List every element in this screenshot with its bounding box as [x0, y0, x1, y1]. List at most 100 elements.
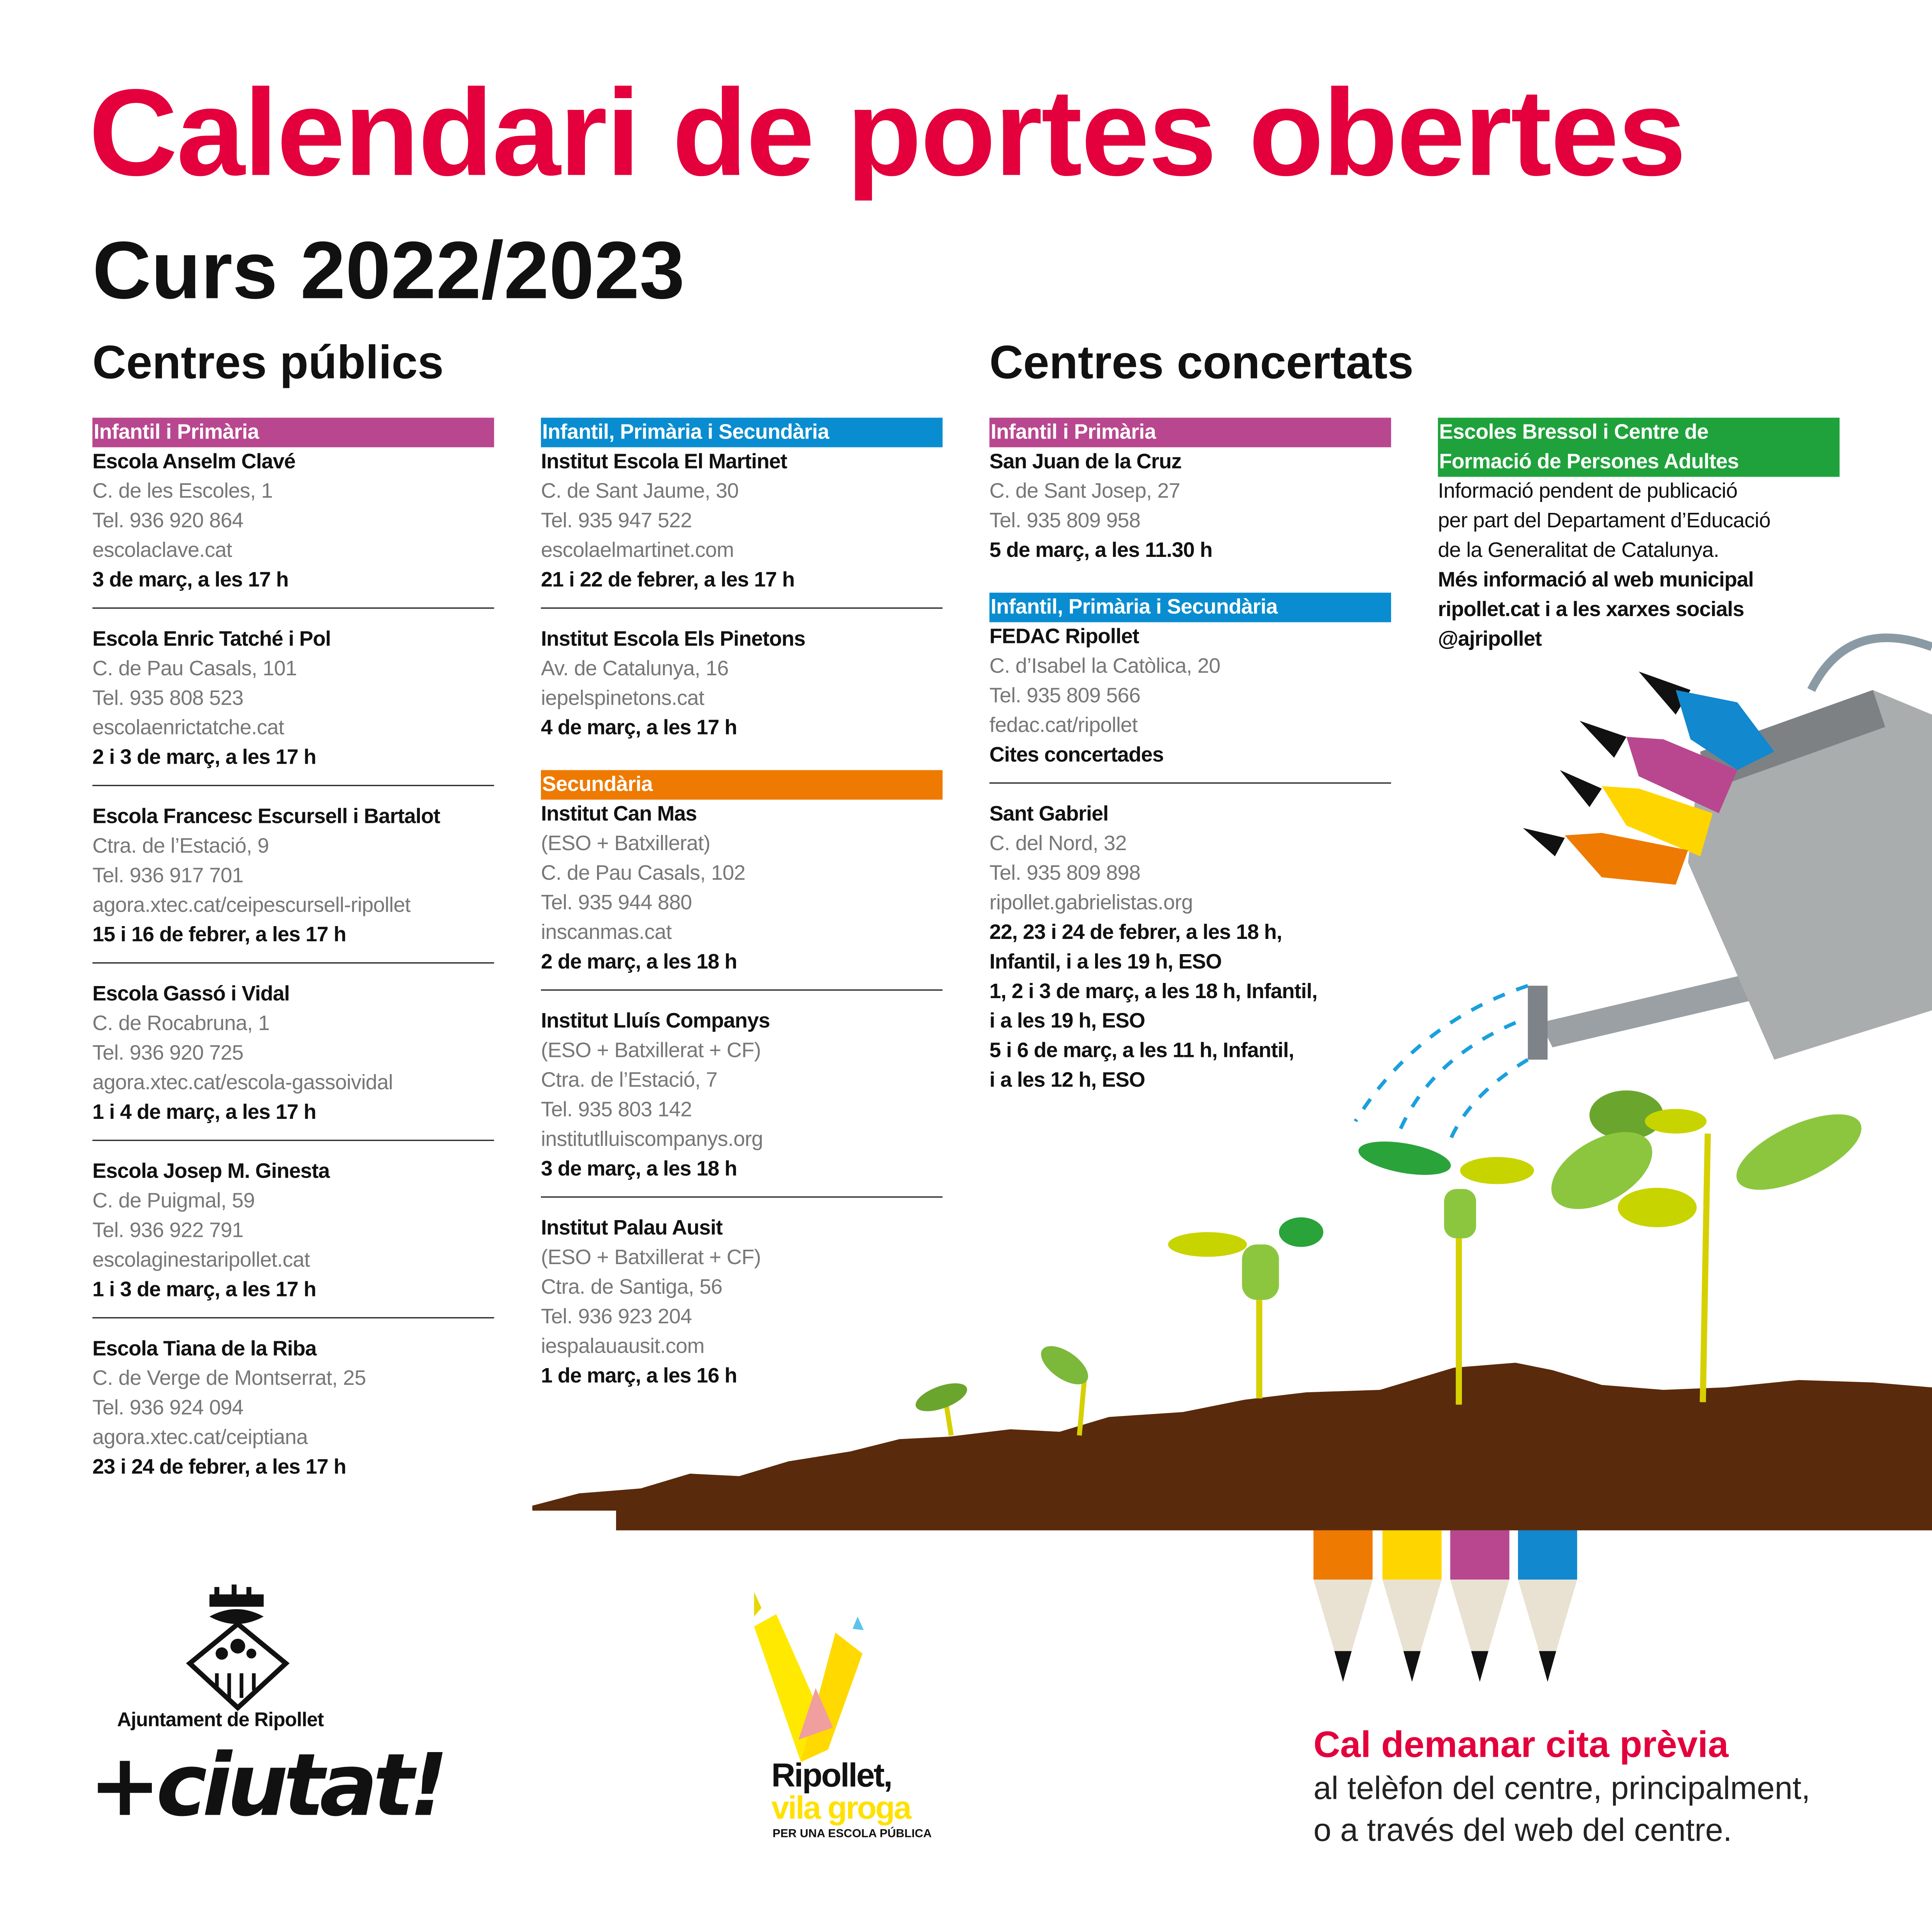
appointment-notice-line: al telèfon del centre, principalment, — [1313, 1769, 1810, 1807]
school-info: Tel. 935 947 522 — [541, 509, 692, 532]
section-group: Infantil, Primària i Secundària Institut … — [541, 417, 943, 743]
school-info: Tel. 935 803 142 — [541, 1098, 692, 1122]
school-entry: Institut Escola El Martinet C. de Sant Ja… — [541, 447, 942, 595]
school-info: Tel. 935 809 566 — [989, 683, 1141, 708]
school-info: agora.xtec.cat/ceipescursell-ripollet — [92, 893, 410, 917]
school-info: institutlluiscompanys.org — [541, 1127, 763, 1151]
school-info: C. de Puigmal, 59 — [92, 1189, 255, 1213]
section-header: Infantil i Primària — [989, 417, 1391, 447]
open-day-date: Infantil, i a les 19 h, ESO — [989, 950, 1222, 974]
school-entry: Institut Can Mas (ESO + Batxillerat) C. de… — [541, 800, 942, 977]
school-info: C. d’Isabel la Catòlica, 20 — [989, 654, 1220, 678]
school-name: Escola Anselm Clavé — [92, 449, 296, 473]
open-day-date: 1 de març, a les 16 h — [541, 1364, 737, 1388]
bressol-column: Escoles Bressol i Centre de Formació de … — [1438, 417, 1840, 654]
school-name: Institut Escola Els Pinetons — [541, 627, 806, 651]
header-line: Formació de Persones Adultes — [1439, 449, 1739, 473]
divider — [92, 1317, 494, 1319]
school-info: C. de Verge de Montserrat, 25 — [92, 1366, 366, 1390]
school-entry: FEDAC Ripollet C. d’Isabel la Catòlica, 2… — [990, 622, 1391, 770]
school-info: Tel. 936 922 791 — [92, 1219, 243, 1242]
open-day-date: 5 i 6 de març, a les 11 h, Infantil, — [989, 1039, 1294, 1062]
appointment-notice-line: o a través del web del centre. — [1313, 1811, 1732, 1848]
info-line: Informació pendent de publicació — [1438, 479, 1738, 503]
school-info: C. del Nord, 32 — [989, 831, 1127, 855]
open-day-date: i a les 12 h, ESO — [989, 1068, 1145, 1092]
vila-groga-logo-line: vila groga — [771, 1789, 912, 1826]
more-info-line: ripollet.cat i a les xarxes socials — [1438, 597, 1744, 621]
course-subtitle: Curs 2022/2023 — [92, 224, 685, 315]
header-line: Escoles Bressol i Centre de — [1439, 420, 1708, 444]
open-day-date: 23 i 24 de febrer, a les 17 h — [92, 1455, 346, 1479]
section-header: Infantil, Primària i Secundària — [989, 592, 1391, 622]
school-entry: San Juan de la Cruz C. de Sant Josep, 27 T… — [990, 447, 1391, 565]
school-info: iespalauausit.com — [541, 1334, 704, 1358]
school-info: C. de Pau Casals, 102 — [541, 861, 746, 885]
school-info: Tel. 936 920 864 — [92, 509, 243, 532]
school-name: Escola Enric Tatché i Pol — [92, 627, 331, 651]
open-day-date: 1, 2 i 3 de març, a les 18 h, Infantil, — [989, 979, 1318, 1003]
vila-groga-logo-icon — [754, 1592, 864, 1762]
school-name: San Juan de la Cruz — [989, 449, 1182, 473]
concerted-centres-title: Centres concertats — [989, 337, 1414, 389]
open-day-date: Cites concertades — [989, 743, 1164, 766]
school-name: Institut Escola El Martinet — [541, 449, 787, 473]
info-line: per part del Departament d’Educació — [1438, 509, 1771, 532]
school-info: C. de Sant Jaume, 30 — [541, 479, 739, 503]
bottom-pencils — [1313, 1530, 1577, 1682]
school-name: Sant Gabriel — [989, 802, 1109, 826]
school-info: (ESO + Batxillerat + CF) — [541, 1039, 761, 1062]
school-info: (ESO + Batxillerat) — [541, 831, 711, 855]
school-info: escolaelmartinet.com — [541, 538, 734, 562]
school-info: Tel. 935 808 523 — [92, 686, 243, 710]
school-info: Tel. 935 809 898 — [989, 861, 1141, 885]
school-info: Ctra. de l’Estació, 7 — [541, 1068, 718, 1092]
section-group: Infantil i Primària Escola Anselm Clavé C.… — [92, 417, 494, 1483]
school-info: C. de Sant Josep, 27 — [989, 479, 1180, 503]
section-header: Infantil, Primària i Secundària — [541, 417, 943, 447]
watering-can — [1528, 633, 1932, 1060]
open-day-date: 1 i 3 de març, a les 17 h — [92, 1277, 316, 1302]
open-day-date: 1 i 4 de març, a les 17 h — [92, 1100, 316, 1124]
divider — [989, 782, 1391, 784]
school-info: Tel. 936 924 094 — [92, 1396, 243, 1420]
school-name: Escola Tiana de la Riba — [92, 1337, 317, 1360]
section-header: Secundària — [541, 770, 943, 800]
social-handle: @ajripollet — [1438, 627, 1542, 651]
open-day-date: 5 de març, a les 11.30 h — [989, 538, 1213, 562]
school-entry: Escola Enric Tatché i Pol C. de Pau Casal… — [92, 625, 494, 773]
school-info: C. de Pau Casals, 101 — [92, 657, 297, 680]
school-info: iepelspinetons.cat — [541, 686, 704, 710]
school-info: Ctra. de Santiga, 56 — [541, 1275, 722, 1299]
water-drops — [1354, 984, 1529, 1147]
school-info: Tel. 935 944 880 — [541, 891, 692, 914]
soil — [532, 1363, 1932, 1530]
school-entry: Institut Palau Ausit (ESO + Batxillerat +… — [541, 1213, 942, 1391]
divider — [541, 607, 943, 609]
divider — [92, 1139, 494, 1141]
public-column-2: Infantil, Primària i Secundària Institut … — [541, 417, 943, 1391]
divider — [92, 785, 494, 786]
school-entry: Sant Gabriel C. del Nord, 32 Tel. 935 809 … — [990, 800, 1391, 1095]
school-name: Escola Gassó i Vidal — [92, 982, 290, 1006]
school-info: inscanmas.cat — [541, 920, 672, 944]
school-info: agora.xtec.cat/escola-gassoividal — [92, 1071, 393, 1094]
school-info: Av. de Catalunya, 16 — [541, 657, 729, 680]
school-info: C. de les Escoles, 1 — [92, 479, 273, 503]
ajuntament-logo-text: Ajuntament de Ripollet — [117, 1710, 324, 1731]
sprouts — [916, 1090, 1862, 1436]
school-entry: Institut Lluís Companys (ESO + Batxillera… — [541, 1007, 942, 1184]
open-day-date: 3 de març, a les 18 h — [541, 1157, 737, 1181]
section-header: Infantil i Primària — [92, 417, 494, 447]
ajuntament-coat-of-arms-icon — [186, 1584, 290, 1711]
concerted-column: Infantil i Primària San Juan de la Cruz C.… — [989, 417, 1391, 1095]
vila-groga-logo-tagline: PER UNA ESCOLA PÚBLICA — [772, 1827, 932, 1841]
divider — [92, 607, 494, 609]
open-day-date: 4 de març, a les 17 h — [541, 716, 737, 740]
school-name: FEDAC Ripollet — [989, 625, 1139, 648]
public-centres-title: Centres públics — [92, 337, 444, 389]
school-info: Tel. 936 917 701 — [92, 863, 243, 888]
divider — [541, 989, 943, 991]
